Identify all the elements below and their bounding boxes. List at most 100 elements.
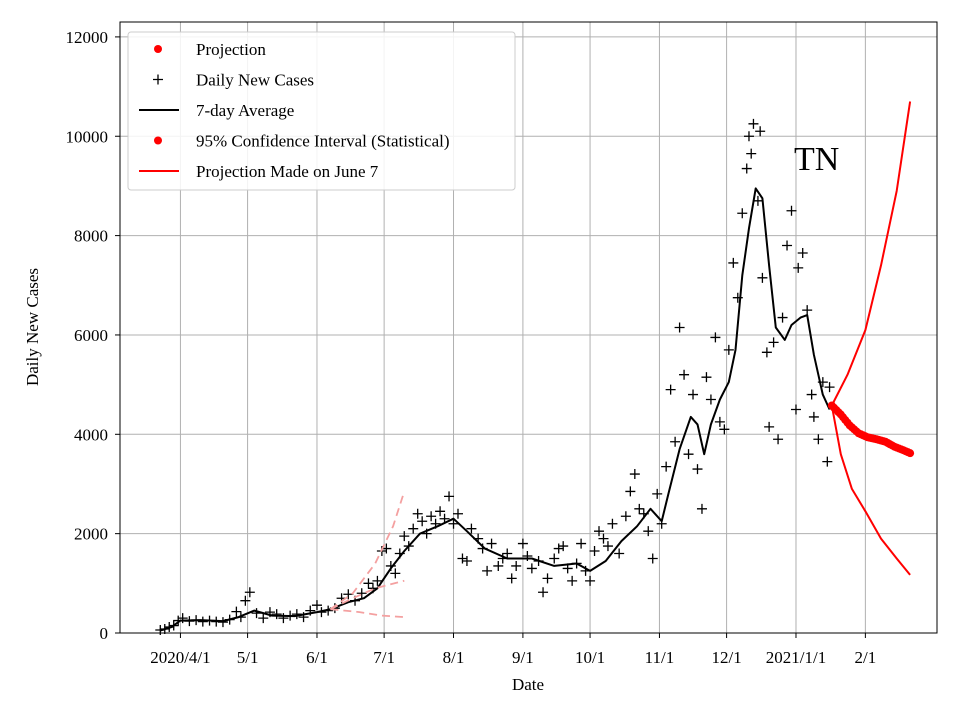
june7-projection-line [329, 491, 406, 610]
state-annotation: TN [794, 141, 839, 178]
case-point [517, 538, 528, 549]
case-point [278, 613, 289, 624]
case-point [240, 595, 251, 606]
case-point [647, 553, 658, 564]
case-point [493, 560, 504, 571]
y-tick-label: 10000 [66, 127, 109, 146]
june7-projection-line [330, 608, 405, 618]
legend-dot-marker [154, 136, 162, 145]
case-point [802, 305, 813, 316]
axis-ticks: 2020/4/1 5/1 6/1 7/1 8/1 9/1 10/1 11/1 12/1 2021/… [66, 28, 877, 667]
case-point [589, 546, 600, 557]
case-point [652, 488, 663, 499]
x-tick-label: 2/1 [855, 648, 877, 667]
case-point [773, 434, 784, 445]
legend-label: Projection Made on June 7 [196, 162, 379, 181]
case-point [448, 518, 459, 529]
legend-label: 7-day Average [196, 101, 294, 120]
x-axis-label: Date [512, 675, 544, 694]
x-tick-label: 6/1 [306, 648, 328, 667]
case-point [741, 163, 752, 174]
case-point [723, 344, 734, 355]
legend-label: 95% Confidence Interval (Statistical) [196, 132, 450, 151]
case-point [466, 523, 477, 534]
case-point [258, 613, 269, 624]
case-point [757, 272, 768, 283]
series-line [160, 187, 831, 632]
y-axis-label: Daily New Cases [23, 268, 42, 386]
case-point [683, 449, 694, 460]
y-tick-label: 12000 [66, 28, 109, 47]
case-point [701, 372, 712, 383]
case-point [502, 548, 513, 559]
projection-point [906, 449, 915, 458]
case-point [748, 118, 759, 129]
x-tick-label: 11/1 [645, 648, 675, 667]
case-point [743, 131, 754, 142]
case-point [782, 240, 793, 251]
series-line [830, 101, 912, 406]
legend-box [127, 31, 516, 191]
case-point [343, 589, 354, 600]
case-point [710, 332, 721, 343]
case-point [461, 555, 472, 566]
case-point [558, 541, 569, 552]
y-tick-label: 0 [100, 624, 109, 643]
case-point [363, 578, 374, 589]
plot-frame [119, 21, 938, 634]
case-point [793, 262, 804, 273]
case-point [614, 548, 625, 559]
case-point [486, 538, 497, 549]
x-tick-label: 10/1 [575, 648, 605, 667]
x-tick-label: 2021/1/1 [766, 648, 826, 667]
x-tick-label: 5/1 [237, 648, 259, 667]
case-point [372, 575, 383, 586]
legend-label: Daily New Cases [196, 71, 314, 90]
case-point [412, 508, 423, 519]
legend-plus-marker [153, 74, 163, 85]
case-point [598, 533, 609, 544]
case-point [755, 126, 766, 137]
case-point [692, 464, 703, 475]
x-tick-label: 12/1 [711, 648, 741, 667]
case-point [808, 411, 819, 422]
case-point [549, 553, 560, 564]
series-2 [827, 401, 915, 458]
case-point [661, 461, 672, 472]
case-point [408, 523, 419, 534]
case-point [457, 553, 468, 564]
case-point [506, 573, 517, 584]
series-7 [330, 608, 405, 618]
case-point [705, 394, 716, 405]
case-point [797, 247, 808, 258]
series-1 [160, 187, 831, 632]
case-point [813, 434, 824, 445]
case-point [244, 587, 255, 598]
case-point [824, 382, 835, 393]
x-tick-label: 2020/4/1 [150, 648, 210, 667]
case-point [399, 531, 410, 542]
y-tick-label: 4000 [74, 425, 108, 444]
case-point [764, 421, 775, 432]
case-point [452, 508, 463, 519]
case-point [777, 312, 788, 323]
case-point [620, 511, 631, 522]
case-point [553, 543, 564, 554]
case-point [625, 486, 636, 497]
case-point [311, 600, 322, 611]
case-point [426, 511, 437, 522]
case-point [629, 469, 640, 480]
case-point [643, 526, 654, 537]
case-point [567, 575, 578, 586]
case-point [538, 587, 549, 598]
x-tick-label: 7/1 [373, 648, 395, 667]
case-point [542, 573, 553, 584]
case-point [602, 541, 613, 552]
case-point [594, 526, 605, 537]
case-point [511, 560, 522, 571]
case-point [786, 205, 797, 216]
case-point [526, 563, 537, 574]
y-tick-label: 8000 [74, 227, 108, 246]
x-tick-label: 9/1 [512, 648, 534, 667]
case-point [696, 503, 707, 514]
